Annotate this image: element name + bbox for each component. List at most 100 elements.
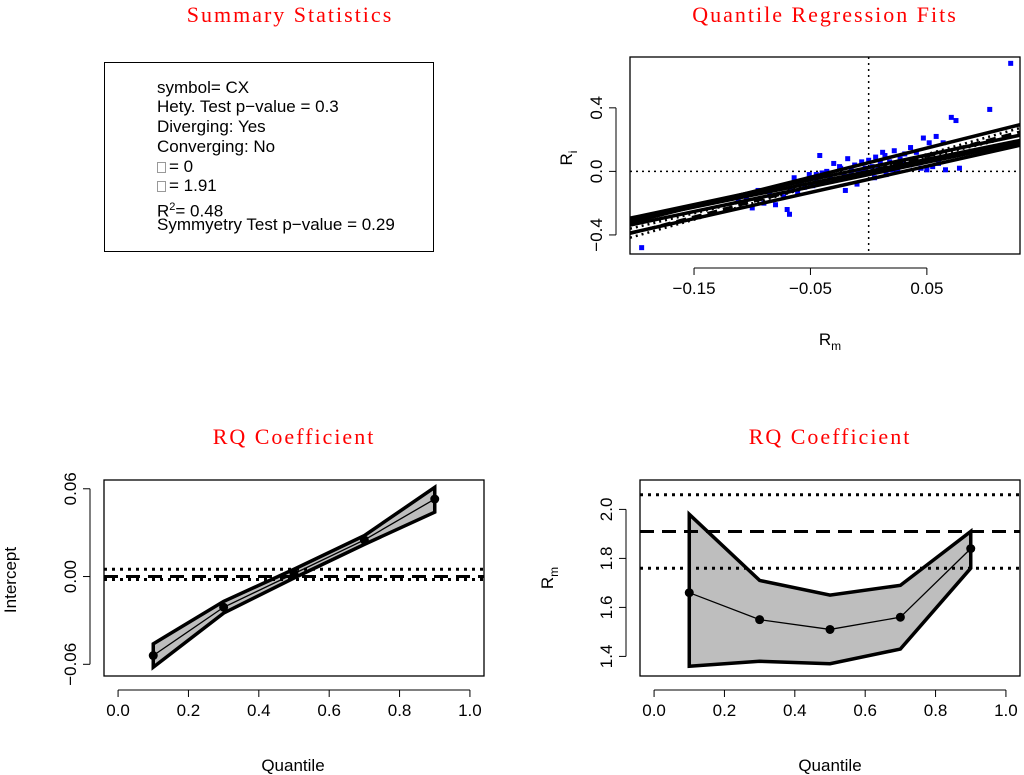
rq-intercept-y-tick-label: 0.06 (61, 472, 80, 505)
qr-fits-point (924, 167, 930, 173)
qr-fits-y-tick-label: 0.0 (587, 160, 606, 184)
qr-fits-point (987, 106, 993, 112)
rq-intercept-x-tick-label: 0.4 (247, 701, 271, 720)
stat-diverging: Diverging: Yes (157, 117, 266, 136)
qr-fits-point (942, 167, 948, 173)
rq-intercept-x-tick-label: 0.6 (317, 701, 341, 720)
qr-fits-point (639, 245, 645, 251)
qr-fits-x-tick-label: −0.05 (789, 279, 832, 298)
rq-slope-x-tick-label: 0.0 (642, 701, 666, 720)
qr-fits-point (784, 207, 790, 213)
qr-fits-title: Quantile Regression Fits (692, 2, 958, 27)
rq-intercept-estimate-point (289, 569, 299, 579)
rq-slope-y-tick-label: 1.4 (597, 645, 616, 669)
rq-intercept-y-label: Intercept (1, 547, 20, 613)
rq-intercept-title: RQ Coefficient (212, 424, 376, 449)
qr-fits-point (908, 145, 914, 151)
stat-alpha-value: = 0 (169, 157, 194, 176)
rq-slope-y-tick-label: 1.8 (597, 547, 616, 571)
rq-slope-x-tick-label: 0.6 (853, 701, 877, 720)
rq-slope-y-label-main: R (538, 577, 557, 589)
qr-fits-point (866, 157, 872, 163)
rq-slope-y-label-text: Rm (538, 567, 561, 589)
qr-fits-point (845, 156, 851, 162)
qr-fit-line (630, 133, 1020, 230)
stat-converging: Converging: No (157, 137, 276, 156)
rq-intercept-y-tick-label: 0.00 (61, 560, 80, 593)
qr-fits-point (831, 160, 837, 166)
qr-fits-y-label-main: R (557, 153, 576, 165)
missing-glyph-icon (157, 162, 166, 173)
qr-fits-y-label: Ri (557, 151, 580, 166)
rq-intercept-estimate-point (219, 602, 229, 612)
rq-intercept-x-tick-label: 1.0 (458, 701, 482, 720)
qr-fits-point (873, 154, 879, 160)
rq-intercept-estimate-point (148, 651, 158, 661)
qr-fits-point (854, 181, 860, 187)
qr-fits-point (891, 148, 897, 154)
qr-fits-point (842, 187, 848, 193)
rq-intercept-x-tick-label: 0.2 (177, 701, 201, 720)
rq-slope-x-tick-label: 0.2 (713, 701, 737, 720)
rq-intercept-estimate-point (359, 535, 369, 545)
missing-glyph-icon (157, 181, 166, 192)
rq-intercept-x-tick-label: 0.0 (106, 701, 130, 720)
qr-fits-point (743, 195, 749, 201)
qr-fits-point (897, 156, 903, 162)
rq-intercept-estimate-point (430, 494, 440, 504)
stat-hetero-test: Hety. Test p−value = 0.3 (157, 97, 339, 116)
rq-slope-y-tick-label: 2.0 (597, 498, 616, 522)
rq-slope-estimate-point (966, 544, 976, 554)
rq-slope-estimate-point (684, 588, 694, 598)
qr-fits-point (882, 153, 888, 158)
qr-fits-point (926, 140, 932, 146)
qr-fits-frame (629, 56, 1021, 255)
rq-slope-x-tick-label: 0.8 (924, 701, 948, 720)
qr-fits-y-tick-label: 0.4 (587, 96, 606, 120)
qr-fit-line (630, 133, 1020, 220)
qr-fits-y-label-text: Ri (557, 151, 580, 166)
qr-fits-point (795, 189, 801, 195)
rq-intercept-y-tick-label: −0.06 (61, 643, 80, 686)
qr-fit-line (630, 130, 1020, 236)
rq-intercept-x-label: Quantile (261, 756, 324, 775)
rq-slope-y-tick-label: 1.6 (597, 596, 616, 620)
r-squared-label: R (157, 201, 170, 221)
qr-fit-line (630, 122, 1020, 225)
qr-fits-point (1008, 60, 1014, 66)
qr-fits-point (806, 172, 812, 178)
stat-symbol: symbol= CX (157, 78, 250, 97)
qr-fits-point (749, 205, 755, 211)
qr-fits-x-tick-label: 0.05 (910, 279, 943, 298)
rq-slope-x-label: Quantile (798, 756, 861, 775)
qr-fit-line (630, 143, 1020, 235)
qr-fit-line (630, 126, 1020, 239)
stat-symmetry-test: Symmyetry Test p−value = 0.29 (157, 215, 395, 234)
r-squared-value: = 0.48 (175, 201, 224, 221)
qr-fits-x-label-sub: m (831, 339, 841, 353)
qr-fits-x-label-text: Rm (819, 330, 841, 353)
rq-intercept-plot-area (104, 483, 484, 671)
rq-slope-x-tick-label: 0.4 (783, 701, 807, 720)
stat-alpha: = 0 (157, 158, 193, 176)
qr-fits-point (791, 175, 797, 181)
qr-fits-x-label: Rm (819, 330, 841, 353)
qr-fits-point (773, 202, 779, 208)
qr-fits-plot-area (630, 57, 1020, 254)
qr-fits-point (933, 133, 939, 139)
rq-slope-x-tick-label: 1.0 (994, 701, 1018, 720)
rq-slope-estimate-point (825, 624, 835, 634)
qr-fits-point (786, 211, 792, 217)
qr-fits-point (953, 118, 959, 124)
qr-fits-y-tick-label: −0.4 (587, 218, 606, 252)
stat-beta-value: = 1.91 (169, 176, 217, 195)
qr-fits-x-label-main: R (819, 330, 831, 349)
rq-slope-frame (639, 479, 1021, 677)
rq-slope-plot-area (640, 493, 1020, 669)
qr-fits-point (920, 135, 926, 141)
stat-r-squared: R2= 0.48 (157, 198, 223, 221)
qr-fits-point (859, 159, 865, 165)
rq-slope-estimate-point (895, 612, 905, 622)
summary-title: Summary Statistics (186, 2, 394, 27)
